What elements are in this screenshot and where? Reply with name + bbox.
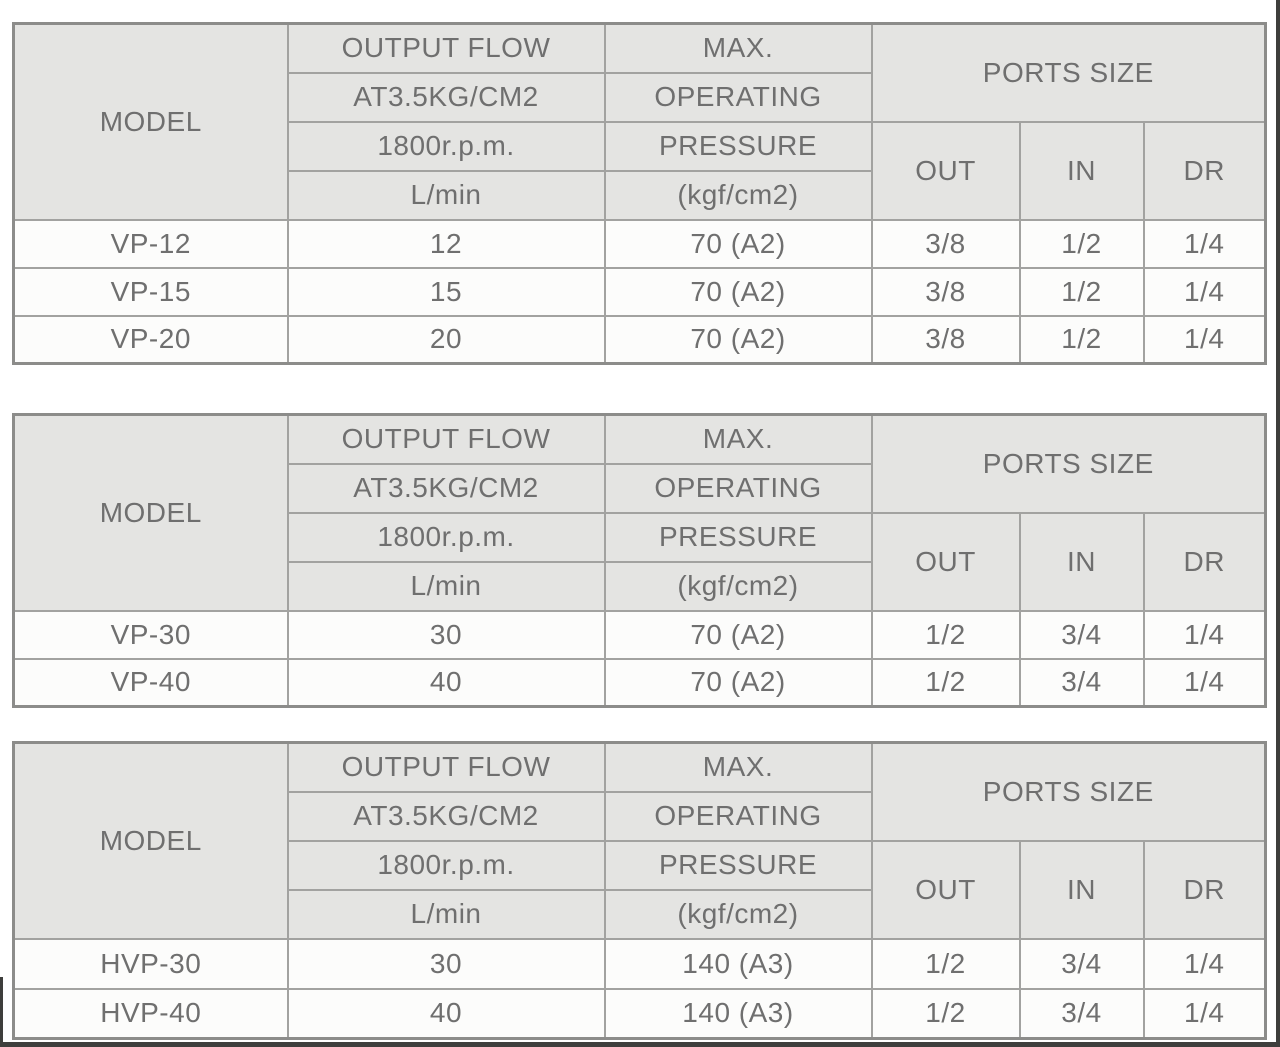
in-cell: 1/2 bbox=[1018, 218, 1145, 269]
ports-size-header-cell: PORTS SIZE bbox=[870, 22, 1267, 123]
scan-edge-right bbox=[1276, 0, 1280, 1047]
flow-cell: 20 bbox=[286, 314, 606, 365]
pressure-cell: 140 (A3) bbox=[603, 987, 873, 1040]
output-flow-header-line-4: L/min bbox=[286, 560, 606, 612]
dr-cell: 1/4 bbox=[1142, 314, 1267, 365]
in-cell: 3/4 bbox=[1018, 657, 1145, 708]
table-row-hvp-30: HVP-30 30 140 (A3) 1/2 3/4 1/4 bbox=[12, 937, 1267, 990]
max-pressure-header-line-3: PRESSURE bbox=[603, 839, 873, 891]
output-flow-header-line-2: AT3.5KG/CM2 bbox=[286, 71, 606, 123]
max-pressure-header-line-4: (kgf/cm2) bbox=[603, 560, 873, 612]
dr-header-cell: DR bbox=[1142, 120, 1267, 221]
max-pressure-header-line-1: MAX. bbox=[603, 741, 873, 793]
output-flow-header-line-1: OUTPUT FLOW bbox=[286, 413, 606, 465]
dr-cell: 1/4 bbox=[1142, 609, 1267, 660]
ports-size-header-cell: PORTS SIZE bbox=[870, 413, 1267, 514]
out-cell: 1/2 bbox=[870, 987, 1021, 1040]
in-cell: 1/2 bbox=[1018, 314, 1145, 365]
output-flow-header-line-4: L/min bbox=[286, 169, 606, 221]
spec-table-hvp-30-40: MODEL OUTPUT FLOW MAX. PORTS SIZE AT3.5K… bbox=[12, 741, 1268, 1040]
in-cell: 3/4 bbox=[1018, 609, 1145, 660]
dr-header-cell: DR bbox=[1142, 511, 1267, 612]
table-row-vp-20: VP-20 20 70 (A2) 3/8 1/2 1/4 bbox=[12, 314, 1267, 365]
in-cell: 3/4 bbox=[1018, 937, 1145, 990]
max-pressure-header-line-2: OPERATING bbox=[603, 462, 873, 514]
pressure-cell: 70 (A2) bbox=[603, 314, 873, 365]
output-flow-header-line-1: OUTPUT FLOW bbox=[286, 741, 606, 793]
max-pressure-header-line-2: OPERATING bbox=[603, 790, 873, 842]
out-cell: 1/2 bbox=[870, 609, 1021, 660]
dr-header-cell: DR bbox=[1142, 839, 1267, 940]
out-cell: 3/8 bbox=[870, 218, 1021, 269]
output-flow-header-line-3: 1800r.p.m. bbox=[286, 511, 606, 563]
flow-cell: 30 bbox=[286, 609, 606, 660]
in-header-cell: IN bbox=[1018, 120, 1145, 221]
max-pressure-header-line-2: OPERATING bbox=[603, 71, 873, 123]
model-cell: VP-40 bbox=[12, 657, 289, 708]
table-row-vp-30: VP-30 30 70 (A2) 1/2 3/4 1/4 bbox=[12, 609, 1267, 660]
model-header-cell: MODEL bbox=[12, 741, 289, 940]
max-pressure-header-line-1: MAX. bbox=[603, 22, 873, 74]
table-row-vp-15: VP-15 15 70 (A2) 3/8 1/2 1/4 bbox=[12, 266, 1267, 317]
pressure-cell: 140 (A3) bbox=[603, 937, 873, 990]
pressure-cell: 70 (A2) bbox=[603, 266, 873, 317]
output-flow-header-line-2: AT3.5KG/CM2 bbox=[286, 790, 606, 842]
table-row-vp-40: VP-40 40 70 (A2) 1/2 3/4 1/4 bbox=[12, 657, 1267, 708]
out-header-cell: OUT bbox=[870, 120, 1021, 221]
dr-cell: 1/4 bbox=[1142, 266, 1267, 317]
out-cell: 3/8 bbox=[870, 266, 1021, 317]
dr-cell: 1/4 bbox=[1142, 218, 1267, 269]
flow-cell: 40 bbox=[286, 657, 606, 708]
table-row-vp-12: VP-12 12 70 (A2) 3/8 1/2 1/4 bbox=[12, 218, 1267, 269]
max-pressure-header-line-4: (kgf/cm2) bbox=[603, 888, 873, 940]
table-row-hvp-40: HVP-40 40 140 (A3) 1/2 3/4 1/4 bbox=[12, 987, 1267, 1040]
in-header-cell: IN bbox=[1018, 839, 1145, 940]
model-cell: HVP-40 bbox=[12, 987, 289, 1040]
out-cell: 3/8 bbox=[870, 314, 1021, 365]
out-header-cell: OUT bbox=[870, 839, 1021, 940]
flow-cell: 12 bbox=[286, 218, 606, 269]
out-header-cell: OUT bbox=[870, 511, 1021, 612]
output-flow-header-line-3: 1800r.p.m. bbox=[286, 120, 606, 172]
scan-edge-bottom bbox=[0, 1042, 1280, 1047]
dr-cell: 1/4 bbox=[1142, 937, 1267, 990]
out-cell: 1/2 bbox=[870, 937, 1021, 990]
model-cell: HVP-30 bbox=[12, 937, 289, 990]
pressure-cell: 70 (A2) bbox=[603, 218, 873, 269]
output-flow-header-line-1: OUTPUT FLOW bbox=[286, 22, 606, 74]
ports-size-header-cell: PORTS SIZE bbox=[870, 741, 1267, 842]
in-cell: 1/2 bbox=[1018, 266, 1145, 317]
flow-cell: 30 bbox=[286, 937, 606, 990]
model-header-cell: MODEL bbox=[12, 22, 289, 221]
output-flow-header-line-4: L/min bbox=[286, 888, 606, 940]
model-header-cell: MODEL bbox=[12, 413, 289, 612]
dr-cell: 1/4 bbox=[1142, 657, 1267, 708]
max-pressure-header-line-4: (kgf/cm2) bbox=[603, 169, 873, 221]
max-pressure-header-line-3: PRESSURE bbox=[603, 511, 873, 563]
model-cell: VP-15 bbox=[12, 266, 289, 317]
model-cell: VP-30 bbox=[12, 609, 289, 660]
spec-table-vp-30-40: MODEL OUTPUT FLOW MAX. PORTS SIZE AT3.5K… bbox=[12, 413, 1268, 708]
output-flow-header-line-3: 1800r.p.m. bbox=[286, 839, 606, 891]
flow-cell: 15 bbox=[286, 266, 606, 317]
pressure-cell: 70 (A2) bbox=[603, 657, 873, 708]
output-flow-header-line-2: AT3.5KG/CM2 bbox=[286, 462, 606, 514]
flow-cell: 40 bbox=[286, 987, 606, 1040]
in-cell: 3/4 bbox=[1018, 987, 1145, 1040]
max-pressure-header-line-3: PRESSURE bbox=[603, 120, 873, 172]
max-pressure-header-line-1: MAX. bbox=[603, 413, 873, 465]
model-cell: VP-20 bbox=[12, 314, 289, 365]
spec-table-vp-12-20: MODEL OUTPUT FLOW MAX. PORTS SIZE AT3.5K… bbox=[12, 22, 1268, 365]
scan-edge-left-bottom bbox=[0, 977, 3, 1047]
pressure-cell: 70 (A2) bbox=[603, 609, 873, 660]
model-cell: VP-12 bbox=[12, 218, 289, 269]
in-header-cell: IN bbox=[1018, 511, 1145, 612]
out-cell: 1/2 bbox=[870, 657, 1021, 708]
dr-cell: 1/4 bbox=[1142, 987, 1267, 1040]
